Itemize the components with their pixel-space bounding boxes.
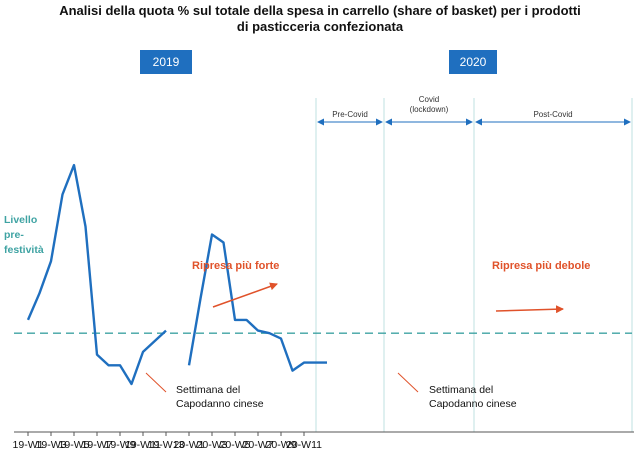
reference-label-line-3: festività: [4, 244, 44, 256]
year-badge-2020: [449, 50, 497, 74]
x-tick-label: 19-W1: [13, 439, 44, 451]
reference-label-line-2: pre-: [4, 229, 24, 241]
annotation-arrow-ripresa-forte: [212, 282, 278, 308]
phase-label-post-covid: Post-Covid: [533, 110, 572, 119]
year-badge-2019-label: 2019: [153, 55, 180, 69]
note-2020-line-2: Capodanno cinese: [429, 398, 517, 410]
reference-label-line-1: Livello: [4, 214, 37, 226]
x-tick-label: 19-W11: [125, 439, 161, 451]
x-tick-label: 19-W13: [148, 439, 185, 451]
x-tick-label: 19-W5: [59, 439, 90, 451]
x-tick-label: 20-W11: [286, 439, 322, 451]
annotation-arrow-ripresa-debole: [495, 305, 564, 314]
x-tick-label: 19-W7: [82, 439, 113, 451]
chart-title-line-2: di pasticceria confezionata: [237, 19, 404, 34]
x-tick-label: 20-W9: [266, 439, 297, 451]
year-badge-2019: [140, 50, 192, 74]
x-tick-label: 20-W5: [220, 439, 251, 451]
series-line-2020: [187, 233, 327, 372]
note-pointer-2020: [397, 372, 419, 393]
phase-label-lockdown-line-1: Covid: [419, 95, 439, 104]
annotation-ripresa-forte: Ripresa più forte: [192, 260, 279, 272]
x-tick-label: 19-W3: [36, 439, 67, 451]
year-badge-2020-label: 2020: [460, 55, 487, 69]
note-2019-line-2: Capodanno cinese: [176, 398, 264, 410]
x-tick-label: 20-W3: [197, 439, 228, 451]
note-2019-line-1: Settimana del: [176, 384, 240, 396]
x-tick-label: 20-W1: [174, 439, 205, 451]
phase-label-pre-covid: Pre-Covid: [332, 110, 368, 119]
x-tick-label: 19-W9: [105, 439, 136, 451]
annotation-ripresa-debole: Ripresa più debole: [492, 260, 590, 272]
series-line-2019: [26, 163, 167, 386]
note-2020-line-1: Settimana del: [429, 384, 493, 396]
note-pointer-2019: [145, 372, 167, 393]
phase-label-lockdown-line-2: (lockdown): [410, 105, 449, 114]
chart-title-line-1: Analisi della quota % sul totale della s…: [59, 3, 581, 18]
x-axis-ticks: 19-W119-W319-W519-W719-W919-W1119-W1320-…: [13, 432, 322, 451]
x-tick-label: 20-W7: [243, 439, 274, 451]
